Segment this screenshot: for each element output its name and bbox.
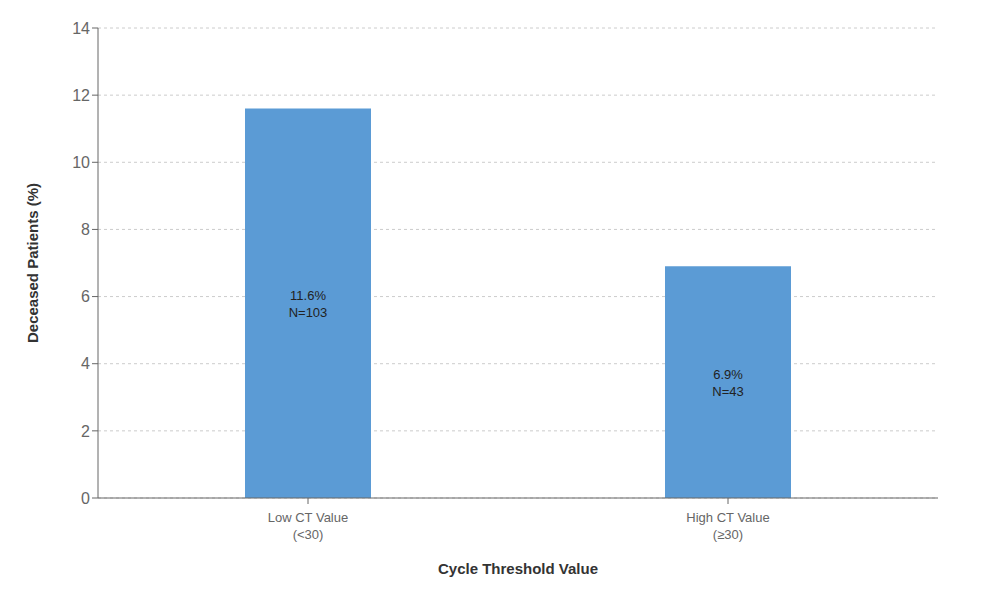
svg-text:0: 0 — [81, 490, 90, 507]
svg-text:6.9%N=43: 6.9%N=43 — [712, 366, 743, 398]
svg-text:6: 6 — [81, 288, 90, 305]
svg-text:2: 2 — [81, 423, 90, 440]
svg-text:11.6%N=103: 11.6%N=103 — [289, 287, 328, 319]
svg-text:High CT Value(≥30): High CT Value(≥30) — [686, 510, 769, 542]
svg-text:4: 4 — [81, 355, 90, 372]
svg-text:Deceased Patients (%): Deceased Patients (%) — [24, 183, 41, 343]
svg-text:8: 8 — [81, 221, 90, 238]
svg-text:14: 14 — [72, 20, 90, 37]
svg-text:Low CT Value(<30): Low CT Value(<30) — [268, 510, 348, 542]
svg-text:12: 12 — [72, 87, 90, 104]
svg-text:Cycle Threshold Value: Cycle Threshold Value — [438, 560, 598, 577]
svg-text:10: 10 — [72, 154, 90, 171]
